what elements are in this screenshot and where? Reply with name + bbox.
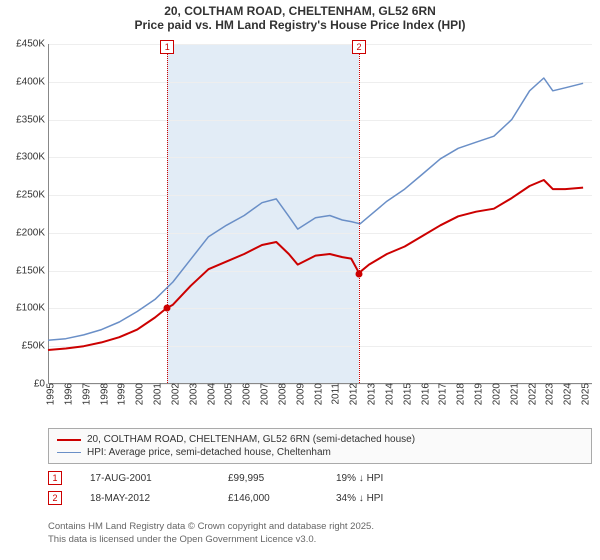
x-axis-label: 2014 <box>380 383 395 405</box>
legend-item-hpi: HPI: Average price, semi-detached house,… <box>57 446 583 459</box>
x-axis-label: 1997 <box>77 383 92 405</box>
y-axis-label: £300K <box>16 152 49 163</box>
x-axis-label: 2007 <box>256 383 271 405</box>
x-axis-label: 2004 <box>202 383 217 405</box>
chart-lines <box>48 44 592 384</box>
x-axis-label: 2008 <box>273 383 288 405</box>
x-axis-label: 2001 <box>149 383 164 405</box>
x-axis-label: 2019 <box>470 383 485 405</box>
x-axis-label: 2016 <box>416 383 431 405</box>
x-axis-label: 2020 <box>487 383 502 405</box>
x-axis-label: 2010 <box>309 383 324 405</box>
sale-record-price: £99,995 <box>228 473 308 484</box>
x-axis-label: 2012 <box>345 383 360 405</box>
title-line-1: 20, COLTHAM ROAD, CHELTENHAM, GL52 6RN <box>0 4 600 18</box>
x-axis-label: 1995 <box>42 383 57 405</box>
x-axis-label: 2024 <box>559 383 574 405</box>
sale-record-vs-hpi: 19% ↓ HPI <box>336 473 383 484</box>
series-line-price_paid <box>48 180 583 350</box>
footer-line-1: Contains HM Land Registry data © Crown c… <box>48 520 592 533</box>
sale-record-row: 2 18-MAY-2012 £146,000 34% ↓ HPI <box>48 488 592 508</box>
sale-record-row: 1 17-AUG-2001 £99,995 19% ↓ HPI <box>48 468 592 488</box>
sale-record-price: £146,000 <box>228 493 308 504</box>
x-axis-label: 1998 <box>95 383 110 405</box>
series-line-hpi <box>48 78 583 340</box>
sale-record-vs-hpi: 34% ↓ HPI <box>336 493 383 504</box>
legend-item-price-paid: 20, COLTHAM ROAD, CHELTENHAM, GL52 6RN (… <box>57 433 583 446</box>
x-axis-label: 1996 <box>59 383 74 405</box>
x-axis-label: 2022 <box>523 383 538 405</box>
x-axis-label: 2002 <box>166 383 181 405</box>
y-axis-label: £200K <box>16 227 49 238</box>
x-axis-label: 2015 <box>398 383 413 405</box>
x-axis-label: 2011 <box>327 383 342 405</box>
sale-record-date: 17-AUG-2001 <box>90 473 200 484</box>
chart-title: 20, COLTHAM ROAD, CHELTENHAM, GL52 6RN P… <box>0 0 600 32</box>
x-axis-label: 2003 <box>184 383 199 405</box>
footer-attribution: Contains HM Land Registry data © Crown c… <box>48 520 592 547</box>
x-axis-label: 2000 <box>131 383 146 405</box>
x-axis-label: 1999 <box>113 383 128 405</box>
title-line-2: Price paid vs. HM Land Registry's House … <box>0 18 600 32</box>
legend: 20, COLTHAM ROAD, CHELTENHAM, GL52 6RN (… <box>48 428 592 464</box>
x-axis-label: 2017 <box>434 383 449 405</box>
x-axis-label: 2021 <box>505 383 520 405</box>
sale-record-marker: 2 <box>48 491 62 505</box>
legend-label-hpi: HPI: Average price, semi-detached house,… <box>87 447 331 458</box>
sale-record-marker: 1 <box>48 471 62 485</box>
x-axis-label: 2005 <box>220 383 235 405</box>
x-axis-label: 2025 <box>577 383 592 405</box>
sale-record-date: 18-MAY-2012 <box>90 493 200 504</box>
legend-swatch-hpi <box>57 452 81 453</box>
y-axis-label: £50K <box>22 341 49 352</box>
footer-line-2: This data is licensed under the Open Gov… <box>48 533 592 546</box>
y-axis-label: £150K <box>16 265 49 276</box>
legend-swatch-price-paid <box>57 439 81 441</box>
legend-label-price-paid: 20, COLTHAM ROAD, CHELTENHAM, GL52 6RN (… <box>87 434 415 445</box>
y-axis-label: £350K <box>16 114 49 125</box>
y-axis-label: £250K <box>16 190 49 201</box>
x-axis-label: 2009 <box>291 383 306 405</box>
x-axis-label: 2023 <box>541 383 556 405</box>
x-axis-label: 2013 <box>363 383 378 405</box>
y-axis-label: £450K <box>16 39 49 50</box>
y-axis-label: £100K <box>16 303 49 314</box>
y-axis-label: £400K <box>16 76 49 87</box>
sale-records: 1 17-AUG-2001 £99,995 19% ↓ HPI 2 18-MAY-2012… <box>48 468 592 508</box>
x-axis-label: 2018 <box>452 383 467 405</box>
chart-plot-area: £0£50K£100K£150K£200K£250K£300K£350K£400… <box>48 44 592 384</box>
x-axis-label: 2006 <box>238 383 253 405</box>
